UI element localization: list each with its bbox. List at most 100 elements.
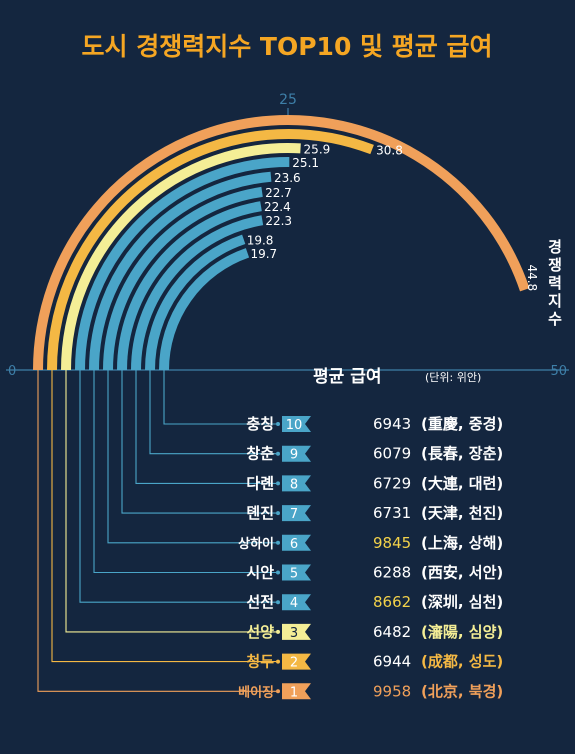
city-note: (大連, 대련) bbox=[421, 474, 503, 492]
radial-bar bbox=[131, 215, 264, 371]
radial-bar bbox=[117, 201, 262, 371]
radial-bar bbox=[103, 186, 263, 371]
leader-line bbox=[135, 370, 276, 484]
leader-line bbox=[163, 370, 276, 425]
bar-value-label: 22.3 bbox=[265, 214, 292, 228]
leader-dot bbox=[276, 689, 280, 694]
rank-number: 10 bbox=[286, 418, 303, 433]
salary-value: 6288 bbox=[373, 564, 411, 582]
salary-unit: (단위: 위안) bbox=[425, 371, 481, 384]
axis-tick-label: 0 bbox=[8, 364, 16, 379]
rank-badge bbox=[282, 416, 311, 432]
index-axis-label: 지 bbox=[548, 292, 562, 310]
leader-line bbox=[93, 370, 276, 574]
rank-badge bbox=[282, 683, 311, 700]
radial-bar bbox=[33, 115, 530, 371]
salary-value: 9958 bbox=[373, 682, 411, 700]
salary-value: 6729 bbox=[373, 474, 411, 492]
index-axis-label: 쟁 bbox=[548, 256, 562, 274]
bar-value-label: 30.8 bbox=[376, 143, 403, 157]
salary-value: 6943 bbox=[373, 415, 411, 433]
leader-line bbox=[65, 370, 276, 633]
city-name: 베이징 bbox=[238, 684, 274, 700]
city-name: 톈진 bbox=[246, 504, 274, 522]
bar-value-label: 19.8 bbox=[247, 233, 274, 247]
bar-value-label: 25.1 bbox=[292, 156, 319, 170]
salary-value: 6079 bbox=[373, 445, 411, 463]
city-note: (深圳, 심천) bbox=[421, 593, 503, 611]
rank-number: 9 bbox=[290, 448, 298, 463]
bar-value-label: 23.6 bbox=[274, 171, 301, 185]
bar-value-label: 22.4 bbox=[264, 200, 291, 214]
leader-dot bbox=[276, 481, 280, 486]
rank-badge bbox=[282, 564, 311, 581]
axis-tick-label: 25 bbox=[279, 92, 297, 108]
index-axis-label: 력 bbox=[548, 274, 562, 292]
leader-dot bbox=[276, 422, 280, 426]
index-axis-label: 수 bbox=[548, 310, 562, 328]
salary-value: 9845 bbox=[373, 534, 411, 552]
bar-value-label: 25.9 bbox=[304, 142, 331, 156]
salary-value: 8662 bbox=[373, 593, 411, 611]
rank-badge bbox=[282, 505, 311, 522]
radial-bar bbox=[159, 248, 250, 371]
radial-bar bbox=[89, 171, 272, 371]
rank-badge bbox=[282, 475, 311, 492]
city-note: (重慶, 중경) bbox=[421, 415, 503, 433]
leader-dot bbox=[276, 600, 280, 605]
rank-badge bbox=[282, 653, 311, 670]
leader-dot bbox=[276, 659, 280, 664]
leader-dot bbox=[276, 511, 280, 516]
city-note: (長春, 장춘) bbox=[421, 445, 503, 463]
rank-badge bbox=[282, 623, 311, 640]
rank-number: 2 bbox=[290, 656, 298, 671]
leader-line bbox=[79, 370, 276, 603]
leader-dot bbox=[276, 540, 280, 545]
rank-badge bbox=[282, 594, 311, 611]
city-name: 충칭 bbox=[246, 415, 274, 433]
leader-line bbox=[51, 370, 276, 663]
city-name: 시안 bbox=[246, 564, 274, 582]
city-name: 창춘 bbox=[246, 445, 274, 463]
leader-line bbox=[121, 370, 276, 514]
radial-bar bbox=[61, 142, 301, 371]
leader-dot bbox=[276, 451, 280, 456]
bar-value-label: 22.7 bbox=[265, 186, 292, 200]
rank-number: 5 bbox=[290, 567, 298, 582]
bar-value-label: 44.8 bbox=[525, 264, 539, 291]
city-note: (成都, 성도) bbox=[421, 653, 503, 671]
rank-number: 3 bbox=[290, 626, 298, 641]
bar-value-label: 19.7 bbox=[250, 247, 277, 261]
leader-dot bbox=[276, 629, 280, 634]
city-name: 다롄 bbox=[246, 474, 274, 492]
leader-line bbox=[149, 370, 276, 455]
city-note: (天津, 천진) bbox=[421, 504, 503, 522]
rank-number: 1 bbox=[290, 685, 298, 700]
city-note: (瀋陽, 심양) bbox=[421, 623, 503, 641]
city-note: (北京, 북경) bbox=[421, 682, 503, 700]
city-name: 선전 bbox=[246, 593, 274, 611]
leader-line bbox=[107, 370, 276, 544]
radial-bar bbox=[47, 129, 374, 371]
axis-tick-label: 50 bbox=[550, 364, 567, 379]
rank-badge bbox=[282, 445, 311, 462]
salary-value: 6482 bbox=[373, 623, 411, 641]
rank-number: 6 bbox=[290, 537, 298, 552]
rank-number: 7 bbox=[290, 507, 298, 522]
rank-number: 4 bbox=[290, 596, 298, 611]
salary-value: 6731 bbox=[373, 504, 411, 522]
radial-bar bbox=[75, 156, 290, 371]
city-note: (上海, 상해) bbox=[421, 534, 503, 552]
index-axis-label: 경 bbox=[548, 238, 562, 256]
salary-header: 평균 급여 bbox=[313, 367, 381, 387]
salary-value: 6944 bbox=[373, 653, 411, 671]
city-name: 상하이 bbox=[238, 536, 274, 552]
rank-badge bbox=[282, 534, 311, 551]
city-note: (西安, 서안) bbox=[421, 564, 503, 582]
city-name: 청두 bbox=[246, 653, 274, 671]
city-name: 선양 bbox=[246, 623, 274, 641]
leader-dot bbox=[276, 570, 280, 575]
chart-title: 도시 경쟁력지수 TOP10 및 평균 급여 bbox=[82, 32, 493, 61]
